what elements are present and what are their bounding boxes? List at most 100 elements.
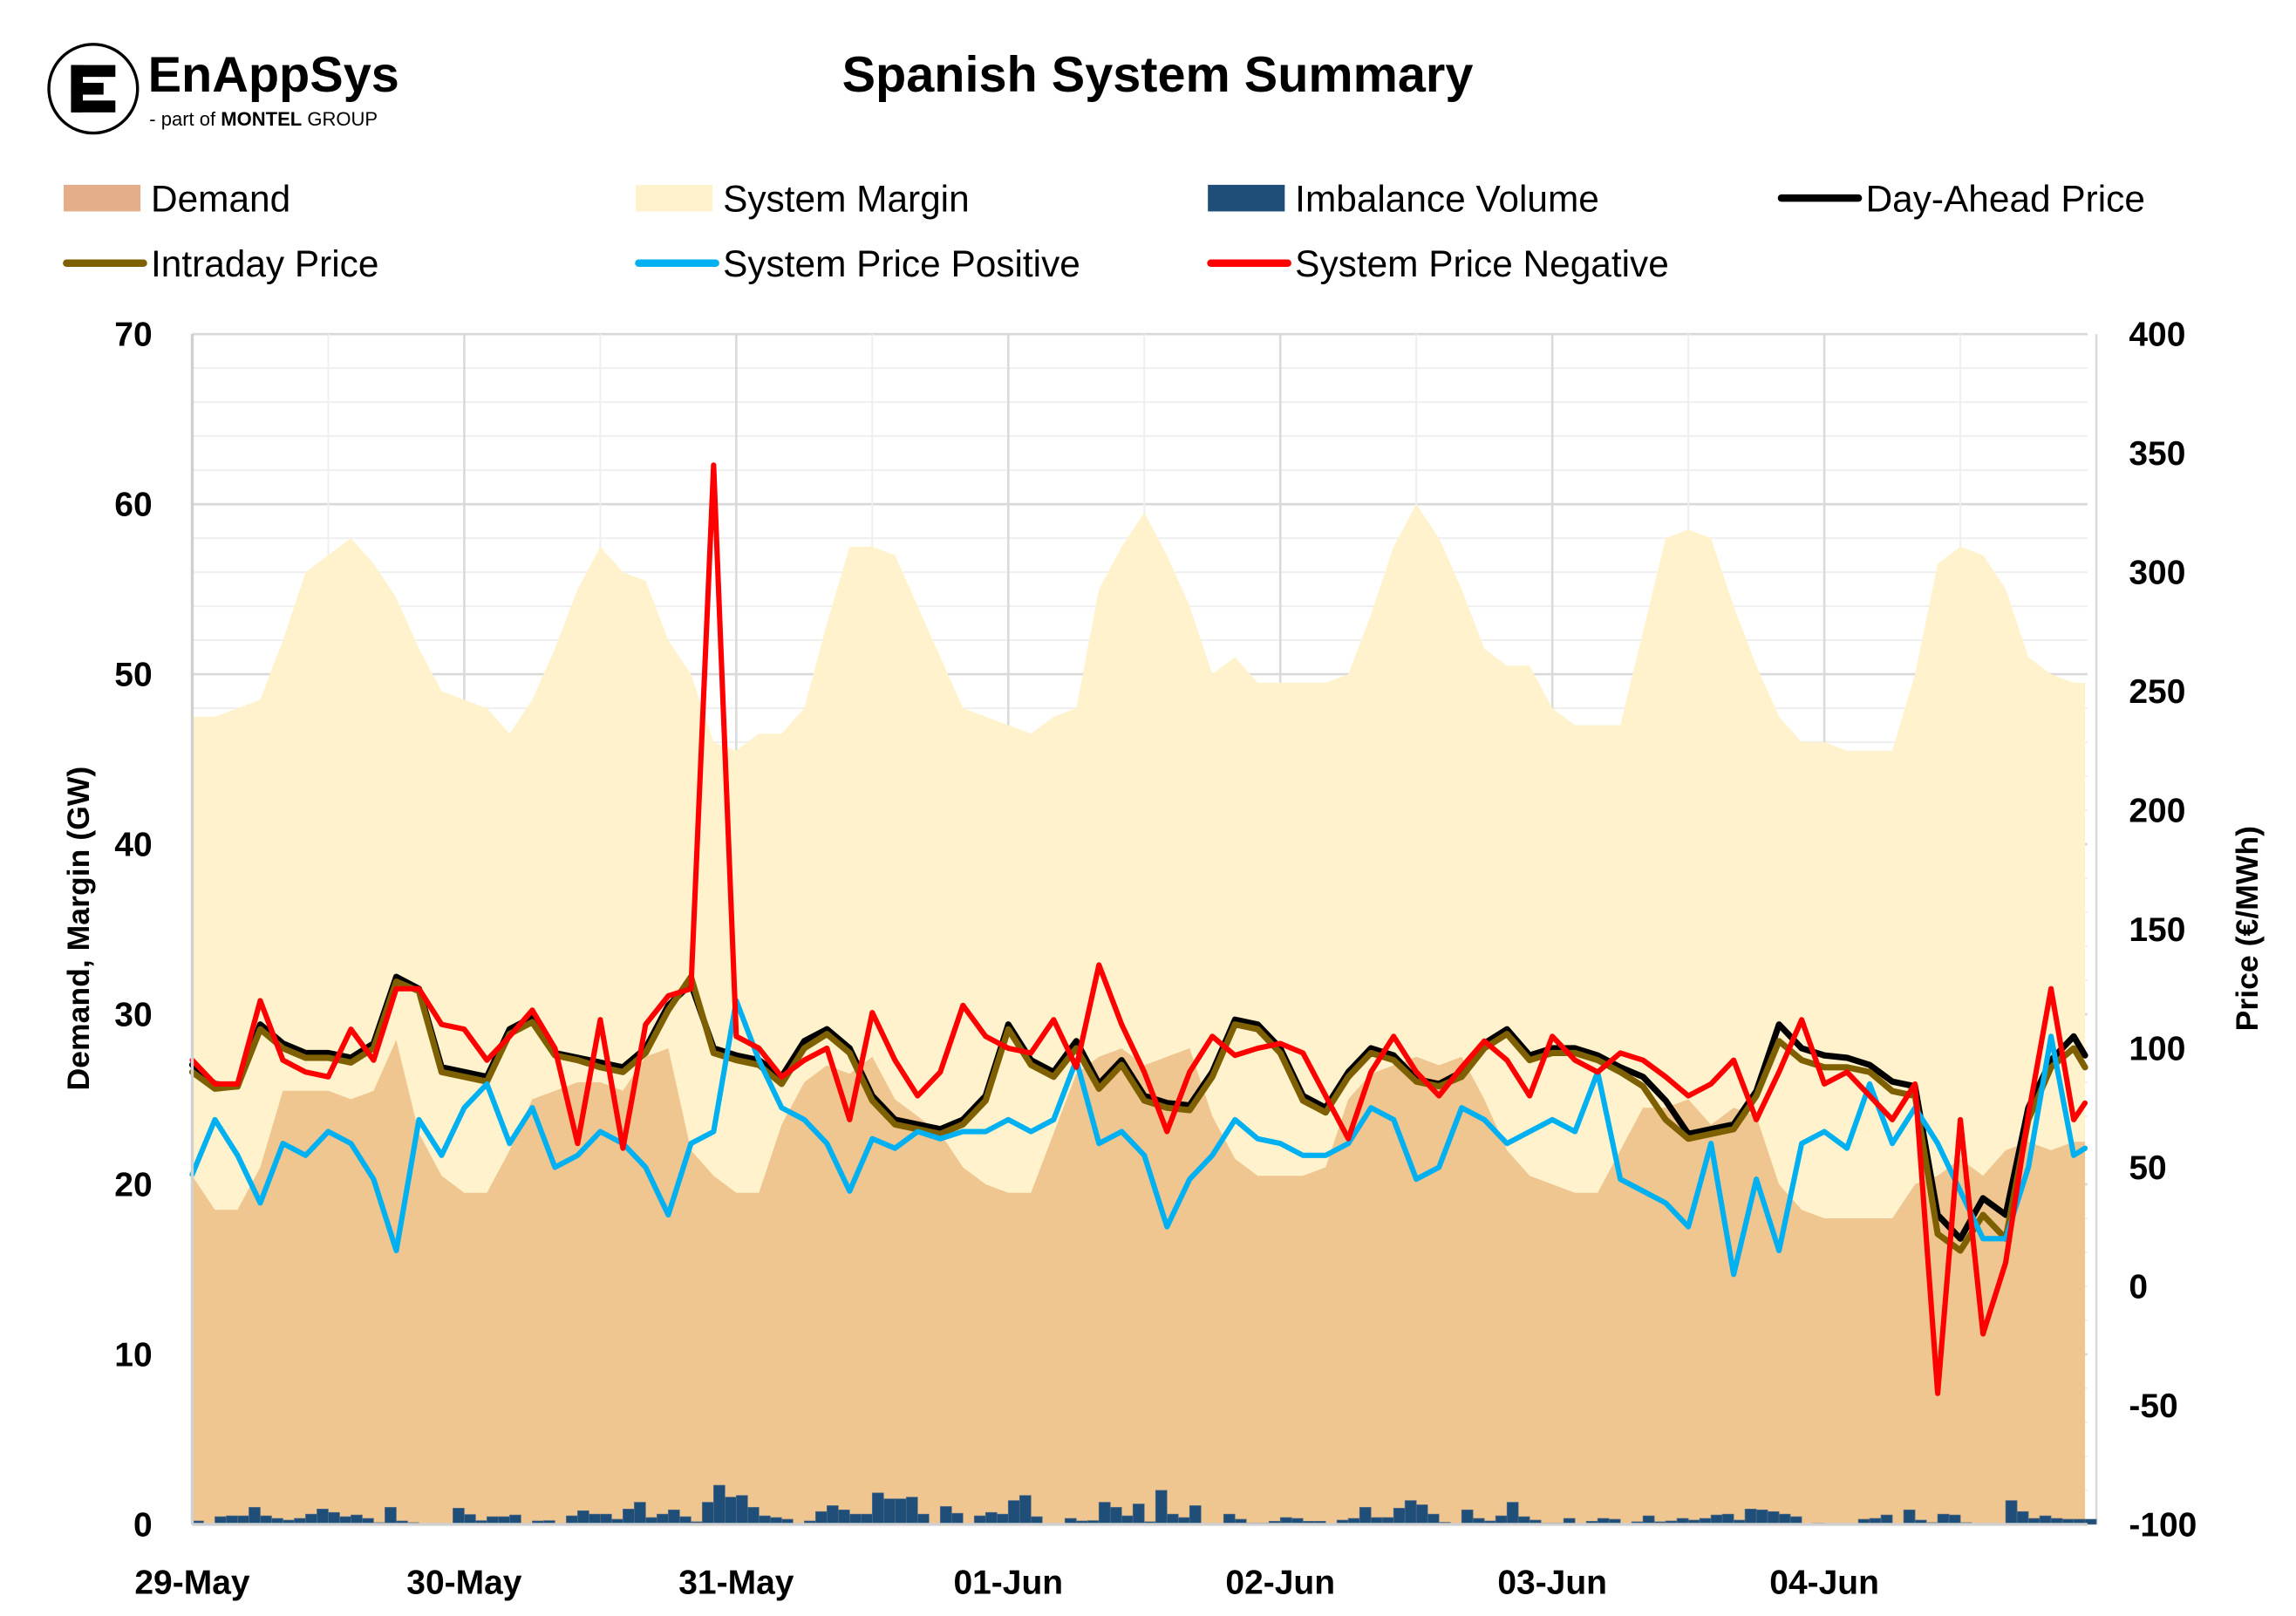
imbalance-volume-bar — [1778, 1513, 1791, 1525]
y-tick-label: 50 — [114, 657, 152, 694]
imbalance-volume-bar — [317, 1509, 329, 1525]
imbalance-volume-bar — [1132, 1503, 1145, 1525]
logo-brand: EnAppSys — [148, 47, 399, 103]
imbalance-volume-bar — [1937, 1513, 1950, 1525]
imbalance-volume-bar — [837, 1509, 850, 1525]
imbalance-volume-bar — [747, 1507, 760, 1525]
y2-tick-label: 100 — [2129, 1031, 2185, 1068]
y2-tick-label: 0 — [2129, 1269, 2148, 1306]
imbalance-volume-bar — [328, 1511, 340, 1525]
imbalance-volume-bar — [950, 1512, 964, 1525]
x-tick-label: 31-May — [678, 1565, 794, 1602]
imbalance-volume-bar — [623, 1509, 635, 1525]
y2-tick-label: 200 — [2129, 793, 2185, 830]
legend-item-sys_neg: System Price Negative — [1207, 243, 1669, 284]
legend: Demand System Margin Imbalance Volume Day-A… — [63, 178, 2145, 284]
y2-tick-label: 250 — [2129, 673, 2185, 711]
imbalance-volume-bar — [939, 1506, 952, 1525]
imbalance-volume-bar — [848, 1513, 862, 1525]
system-price-negative-line — [189, 462, 2088, 1396]
y2-axis-label: Price (€/MWh) — [2230, 826, 2265, 1031]
demand-area — [192, 1040, 2086, 1524]
imbalance-volume-bar — [589, 1513, 601, 1525]
y-tick-label: 40 — [114, 827, 152, 864]
chart-title: Spanish System Summary — [842, 47, 1474, 103]
legend-swatch — [1208, 184, 1285, 212]
imbalance-volume-bar — [905, 1497, 918, 1525]
y2-tick-label: 50 — [2129, 1149, 2166, 1187]
x-tick-label: 04-Jun — [1769, 1565, 1879, 1602]
y2-tick-label: 350 — [2129, 435, 2185, 473]
imbalance-volume-bar — [814, 1510, 828, 1525]
imbalance-volume-bar — [894, 1498, 907, 1525]
imbalance-volume-bar — [1415, 1504, 1428, 1525]
imbalance-volume-bar — [871, 1492, 884, 1525]
x-tick-label: 01-Jun — [953, 1565, 1063, 1602]
y2-tick-label: -50 — [2129, 1388, 2177, 1425]
imbalance-volume-bar — [453, 1508, 465, 1525]
imbalance-volume-bar — [464, 1514, 476, 1525]
system-price-positive-line — [189, 998, 2088, 1278]
imbalance-volume-bar — [305, 1513, 317, 1525]
imbalance-volume-bar — [1404, 1500, 1417, 1525]
imbalance-volume-bar — [634, 1502, 646, 1525]
imbalance-volume-bar — [1767, 1510, 1780, 1525]
imbalance-volume-bar — [1109, 1507, 1122, 1525]
imbalance-volume-bar — [600, 1513, 612, 1525]
imbalance-volume-bar — [1007, 1500, 1020, 1525]
imbalance-volume-bar — [1155, 1490, 1168, 1525]
imbalance-volume-bar — [826, 1505, 839, 1525]
imbalance-volume-bar — [882, 1498, 896, 1525]
legend-item-intraday: Intraday Price — [63, 243, 378, 284]
x-tick-label: 03-Jun — [1497, 1565, 1607, 1602]
x-tick-label: 30-May — [406, 1565, 522, 1602]
y2-tick-label: 150 — [2129, 911, 2185, 949]
y-axis-label: Demand, Margin (GW) — [61, 767, 96, 1091]
imbalance-volume-bar — [1359, 1507, 1372, 1525]
imbalance-volume-bar — [725, 1497, 737, 1525]
legend-label: Demand — [151, 178, 290, 219]
y-tick-label: 70 — [114, 317, 152, 354]
y-tick-label: 10 — [114, 1336, 152, 1374]
imbalance-volume-bar — [996, 1513, 1009, 1525]
logo-tagline: - part of MONTEL GROUP — [149, 108, 378, 130]
imbalance-volume-bar — [2005, 1500, 2018, 1525]
legend-label: System Price Negative — [1295, 243, 1669, 284]
area-series — [192, 504, 2086, 1524]
legend-item-sys_pos: System Price Positive — [635, 243, 1080, 284]
imbalance-volume-bar — [657, 1513, 669, 1525]
y2-tick-label: 300 — [2129, 555, 2185, 592]
imbalance-volume-bar — [1744, 1509, 1757, 1525]
legend-item-demand: Demand — [63, 178, 290, 219]
legend-label: Day-Ahead Price — [1866, 178, 2145, 219]
imbalance-volume-bar — [1166, 1513, 1179, 1525]
y-tick-label: 0 — [133, 1506, 153, 1544]
imbalance-volume-bar — [713, 1484, 726, 1525]
axes: 0 10 20 30 40 50 60 70 -100 -50 0 50 100 150 200 250 300… — [114, 317, 2197, 1602]
legend-item-day_ahead: Day-Ahead Price — [1777, 178, 2145, 219]
imbalance-volume-bar — [1721, 1513, 1734, 1525]
legend-label: System Price Positive — [723, 243, 1080, 284]
imbalance-volume-bar — [2084, 1518, 2097, 1525]
y-tick-label: 20 — [114, 1167, 152, 1204]
legend-item-imbalance: Imbalance Volume — [1208, 178, 1599, 219]
imbalance-volume-bar — [1223, 1513, 1236, 1525]
enappsys-logo: EnAppSys - part of MONTEL GROUP — [47, 43, 399, 135]
imbalance-volume-bar — [1755, 1509, 1768, 1525]
legend-item-margin: System Margin — [636, 178, 970, 219]
price-lines — [188, 462, 2088, 1396]
x-tick-label: 02-Jun — [1225, 1565, 1335, 1602]
imbalance-volume-bar — [702, 1502, 714, 1525]
imbalance-volume-bar — [2016, 1510, 2029, 1525]
imbalance-volume-bar — [385, 1507, 397, 1525]
imbalance-volume-bar — [984, 1511, 998, 1525]
imbalance-volume-bar — [916, 1513, 930, 1525]
legend-swatch — [636, 184, 713, 212]
legend-label: Imbalance Volume — [1295, 178, 1599, 219]
legend-swatch — [63, 184, 141, 212]
y-tick-label: 30 — [114, 997, 152, 1034]
imbalance-volume-bar — [1506, 1502, 1519, 1525]
imbalance-volume-bar — [1019, 1495, 1032, 1525]
imbalance-volume-bar — [1461, 1509, 1474, 1525]
